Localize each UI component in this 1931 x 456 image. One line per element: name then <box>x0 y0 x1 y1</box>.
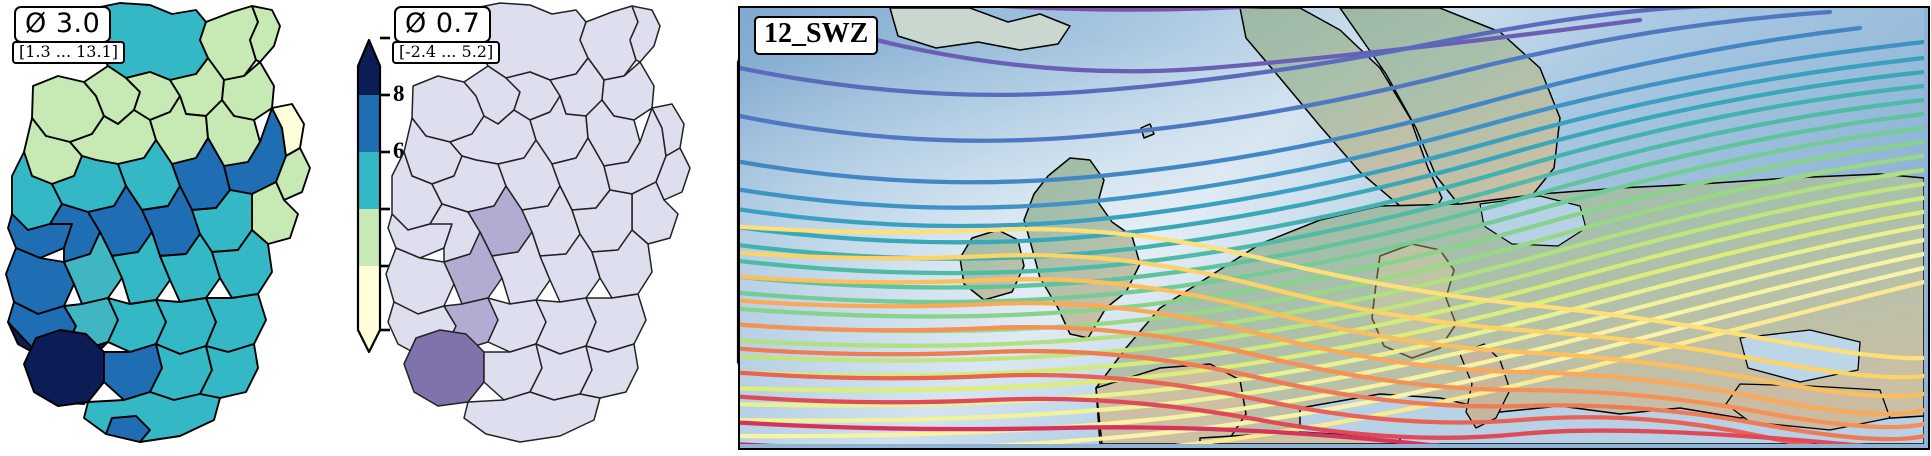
panel-germany-anomaly: Ø 0.7 [-2.4 ... 5.2] <box>380 0 740 451</box>
colorbar-left-svg <box>356 36 390 354</box>
range-badge-left: [1.3 ... 13.1] <box>12 41 125 64</box>
cbar-left-tick-1: 8 <box>393 81 405 106</box>
panel-europe-contours: 12_SWZ <box>738 6 1930 450</box>
range-badge-mid: [-2.4 ... 5.2] <box>392 41 501 64</box>
germany-map-absolute <box>5 2 311 443</box>
panel-germany-absolute: Ø 3.0 [1.3 ... 13.1] <box>0 0 360 451</box>
cbar-left-tick-2: 6 <box>393 138 405 163</box>
mean-badge-mid: Ø 0.7 <box>394 6 492 44</box>
europe-map-svg <box>740 8 1927 448</box>
mean-badge-left: Ø 3.0 <box>14 6 112 44</box>
contour-warm-group <box>740 224 1927 448</box>
panel-right-title: 12_SWZ <box>754 16 879 55</box>
contour-line-group <box>740 8 1927 448</box>
germany-map-anomaly <box>385 2 691 443</box>
